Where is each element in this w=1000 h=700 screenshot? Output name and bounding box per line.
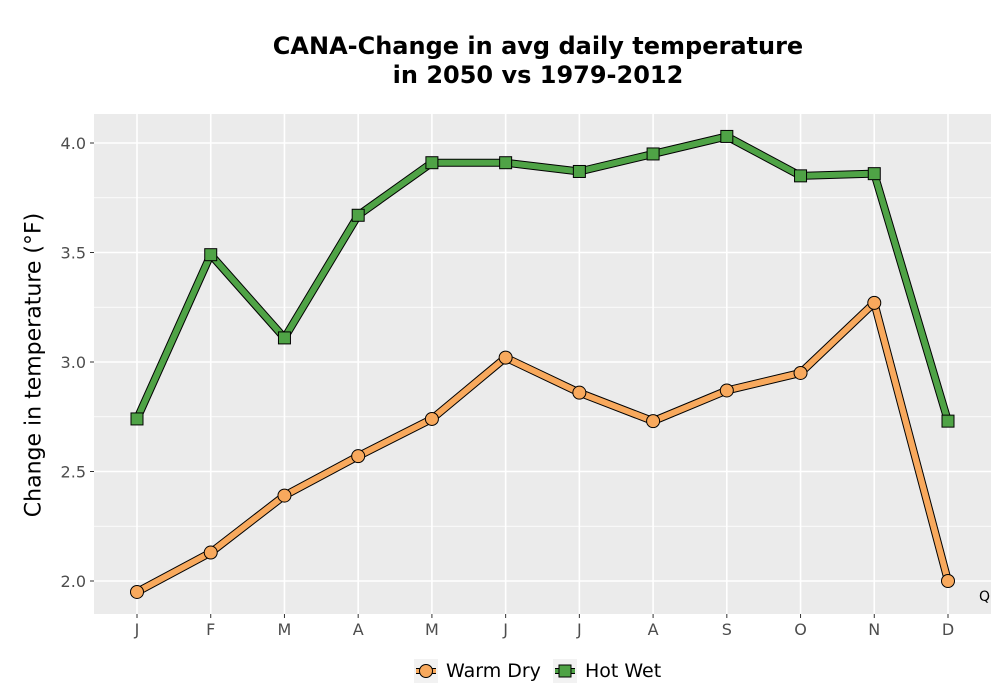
point-hot-wet bbox=[425, 156, 439, 170]
x-tick-label: J bbox=[134, 620, 140, 639]
legend-item-hot-wet: Hot Wet bbox=[552, 659, 662, 683]
chart-title-line-1: CANA-Change in avg daily temperature bbox=[272, 32, 804, 60]
x-tick-label: M bbox=[278, 620, 292, 639]
point-hot-wet bbox=[130, 412, 144, 426]
legend-item-warm-dry: Warm Dry bbox=[414, 659, 541, 683]
chart-title: CANA-Change in avg daily temperature in … bbox=[0, 32, 1000, 90]
x-tick-label: D bbox=[942, 620, 954, 639]
point-warm-dry bbox=[203, 545, 218, 560]
point-warm-dry bbox=[793, 365, 808, 380]
point-hot-wet bbox=[277, 331, 291, 345]
point-warm-dry bbox=[867, 295, 882, 310]
point-warm-dry bbox=[130, 584, 144, 599]
corner-label: Q bbox=[979, 589, 991, 605]
y-tick-label: 2.5 bbox=[61, 463, 86, 482]
x-tick-label: S bbox=[722, 620, 732, 639]
legend-label-warm-dry: Warm Dry bbox=[446, 660, 541, 682]
point-hot-wet bbox=[499, 156, 513, 170]
x-tick-label: N bbox=[868, 620, 880, 639]
point-warm-dry bbox=[572, 385, 587, 400]
x-tick-label: O bbox=[794, 620, 807, 639]
point-warm-dry bbox=[351, 449, 366, 464]
x-tick-label: F bbox=[206, 620, 215, 639]
y-tick-label: 2.0 bbox=[61, 572, 86, 591]
point-warm-dry bbox=[719, 383, 734, 398]
point-warm-dry bbox=[646, 414, 661, 429]
x-tick-label: J bbox=[502, 620, 508, 639]
legend-label-hot-wet: Hot Wet bbox=[584, 660, 662, 682]
point-hot-wet bbox=[941, 414, 955, 428]
series-line-warm-dry bbox=[135, 299, 951, 595]
y-tick-label: 3.5 bbox=[61, 244, 86, 263]
x-tick-label: A bbox=[353, 620, 364, 639]
point-warm-dry bbox=[941, 574, 955, 588]
point-hot-wet bbox=[351, 208, 365, 222]
x-tick-label: J bbox=[576, 620, 582, 639]
point-hot-wet bbox=[646, 147, 660, 161]
point-warm-dry bbox=[498, 350, 513, 365]
legend: Warm Dry Hot Wet bbox=[414, 659, 673, 683]
point-hot-wet bbox=[204, 248, 218, 262]
series-line-hot-wet bbox=[134, 133, 951, 422]
chart-title-line-2: in 2050 vs 1979-2012 bbox=[392, 61, 684, 89]
point-warm-dry bbox=[424, 411, 439, 426]
point-hot-wet bbox=[720, 129, 734, 143]
point-hot-wet bbox=[794, 169, 808, 183]
x-tick-label: A bbox=[648, 620, 659, 639]
legend-key-warm-dry bbox=[414, 659, 438, 683]
y-tick-label: 4.0 bbox=[61, 134, 86, 153]
point-hot-wet bbox=[572, 164, 586, 178]
y-tick-label: 3.0 bbox=[61, 353, 86, 372]
point-hot-wet bbox=[867, 167, 881, 181]
point-warm-dry bbox=[277, 488, 292, 503]
legend-key-hot-wet bbox=[552, 659, 577, 683]
x-tick-label: M bbox=[425, 620, 439, 639]
